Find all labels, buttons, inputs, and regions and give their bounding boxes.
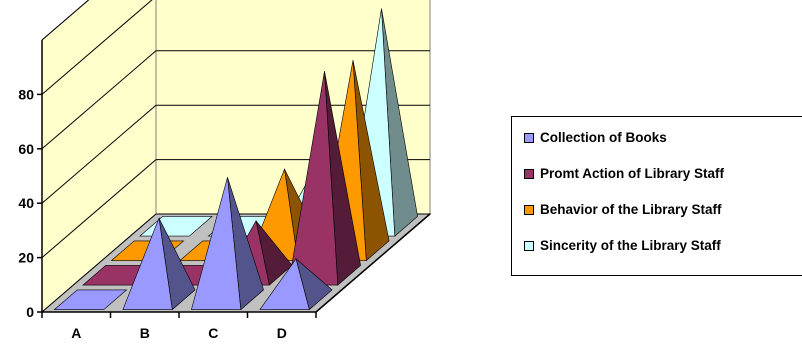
y-tick-label: 40: [18, 195, 34, 211]
axes: [37, 40, 431, 318]
pyramid-front-face: [191, 177, 242, 310]
gridline: [41, 0, 90, 41]
y-tick-label: 60: [18, 141, 34, 157]
pyramid-front-face: [122, 216, 173, 310]
gridlines: [41, 0, 430, 258]
legend-label: Collection of Books: [540, 130, 667, 145]
depth-axis: [315, 213, 431, 313]
y-tick-label: 0: [26, 304, 34, 320]
pyramid-front-face: [259, 258, 310, 310]
pyramid-collection-of-books-a: [53, 289, 128, 310]
chart-marks: [53, 8, 418, 311]
legend-swatch: [524, 132, 534, 143]
legend-label: Behavior of the Library Staff: [540, 202, 722, 217]
gridline: [41, 50, 430, 150]
x-tick-label: A: [71, 325, 81, 341]
x-tick-label: D: [277, 325, 287, 341]
legend-item-sincerity: Sincerity of the Library Staff: [524, 238, 721, 253]
legend-item-promt-action: Promt Action of Library Staff: [524, 166, 724, 181]
legend-swatch: [524, 168, 534, 179]
pyramid-promt-action-of-library-staff-d: [288, 71, 361, 286]
legend-label: Sincerity of the Library Staff: [540, 238, 721, 253]
legend-swatch: [524, 240, 534, 251]
pyramid-collection-of-books-c: [191, 177, 264, 311]
gridline: [41, 0, 153, 95]
legend-item-behavior: Behavior of the Library Staff: [524, 202, 722, 217]
legend-item-collection-of-books: Collection of Books: [524, 130, 667, 145]
y-tick-label: 20: [18, 250, 34, 266]
gridline: [41, 104, 430, 204]
y-tick-label: 80: [18, 86, 34, 102]
legend-label: Promt Action of Library Staff: [540, 166, 725, 181]
x-tick-label: B: [140, 325, 150, 341]
pyramid-base: [53, 289, 128, 310]
legend: Collection of Books Promt Action of Libr…: [511, 116, 802, 276]
pyramid-collection-of-books-d: [259, 258, 333, 311]
legend-swatch: [524, 204, 534, 215]
x-tick-label: C: [208, 325, 218, 341]
axis-labels: 0 20 40 60 80 A B C D: [18, 86, 286, 341]
pyramid-collection-of-books-b: [122, 216, 196, 311]
